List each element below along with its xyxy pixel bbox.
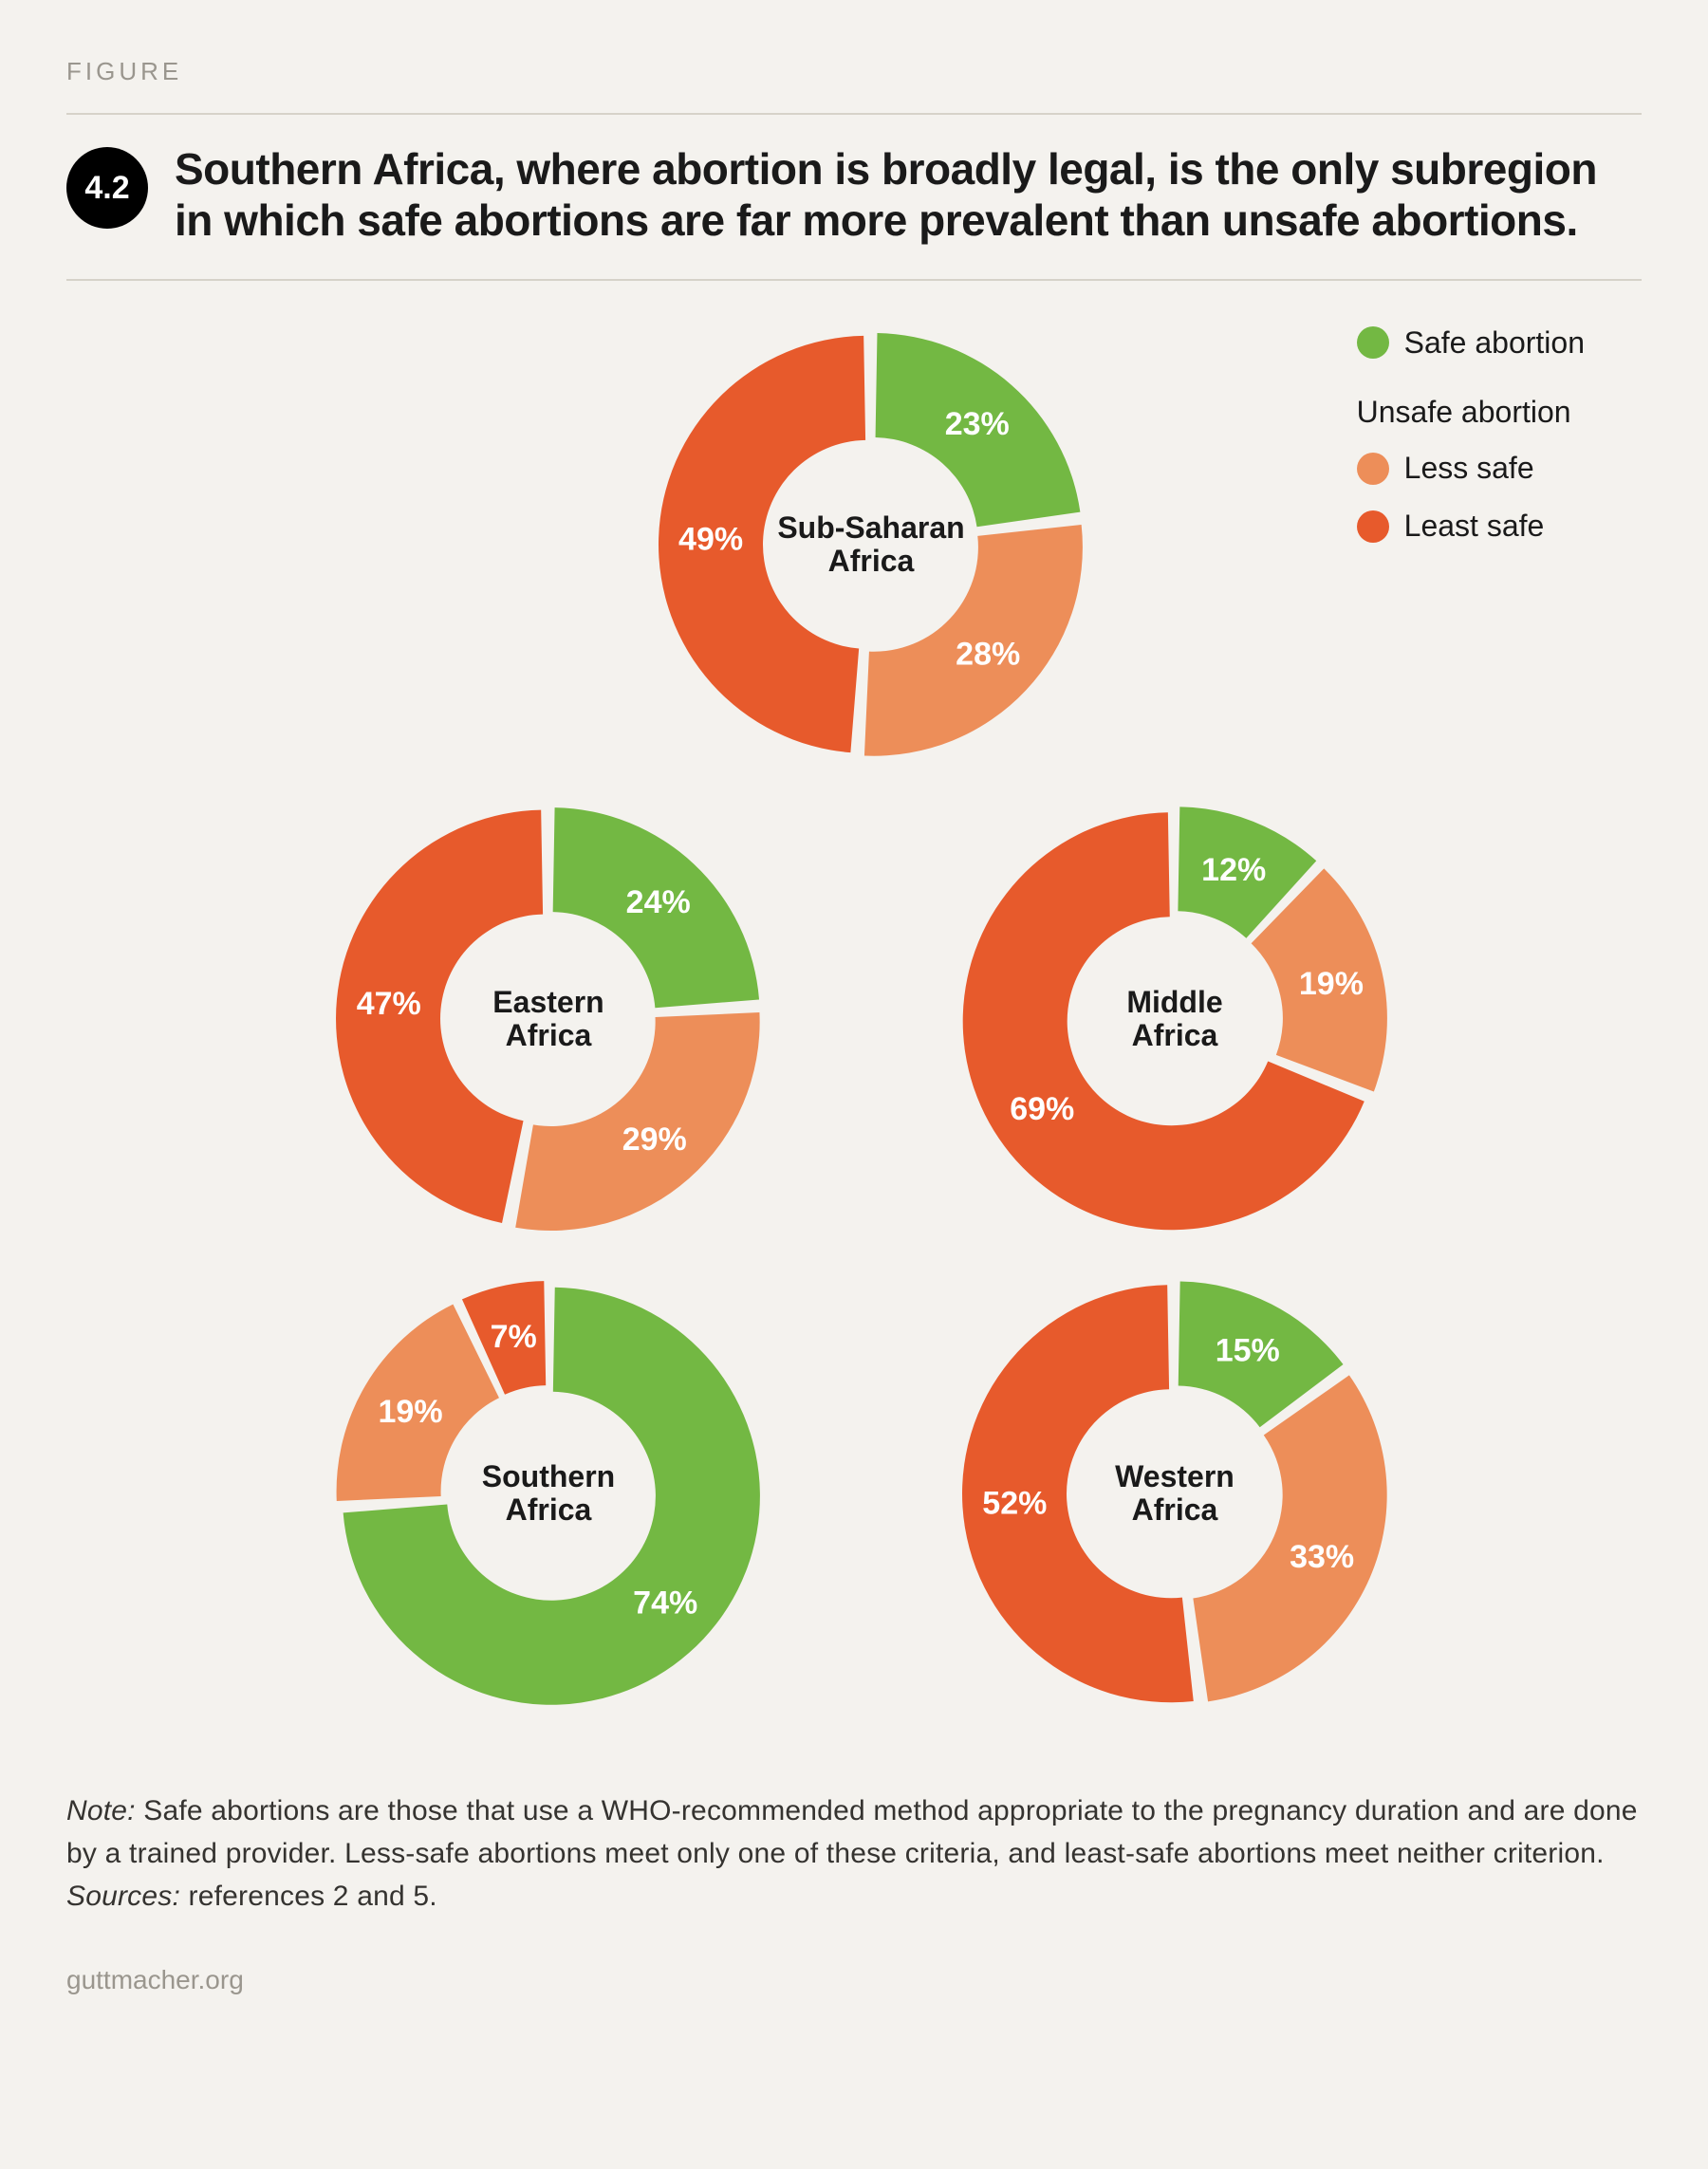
pct-label-safe: 12% — [1201, 851, 1266, 887]
pct-label-less_safe: 19% — [379, 1394, 443, 1430]
figure-title: Southern Africa, where abortion is broad… — [175, 143, 1642, 247]
figure-label: FIGURE — [66, 57, 1642, 86]
chart-area: Safe abortion Unsafe abortion Less safe … — [66, 290, 1642, 1770]
legend-dot-less-safe — [1357, 453, 1389, 485]
pct-label-safe: 23% — [945, 406, 1010, 442]
pct-label-least_safe: 69% — [1010, 1091, 1074, 1127]
donut-eastern: 24% 29% 47% Eastern Africa — [332, 803, 765, 1235]
legend: Safe abortion Unsafe abortion Less safe … — [1357, 319, 1585, 561]
donut-center-label: Eastern Africa — [492, 985, 603, 1051]
pct-label-least_safe: 47% — [357, 986, 421, 1022]
figure-note: Note: Safe abortions are those that use … — [66, 1789, 1642, 1918]
legend-label-safe: Safe abortion — [1404, 319, 1585, 367]
sources-label: Sources: — [66, 1881, 180, 1912]
pct-label-less_safe: 28% — [956, 636, 1020, 672]
pct-label-safe: 74% — [633, 1585, 697, 1621]
donut-center-label: Southern Africa — [482, 1459, 615, 1526]
pct-label-least_safe: 52% — [982, 1485, 1047, 1521]
donut-center-label: Western Africa — [1115, 1459, 1235, 1526]
legend-dot-least-safe — [1357, 510, 1389, 543]
footer-source: guttmacher.org — [66, 1965, 1642, 1995]
pct-label-safe: 24% — [626, 883, 691, 919]
legend-item-safe: Safe abortion — [1357, 319, 1585, 367]
sources-body: references 2 and 5. — [180, 1881, 437, 1912]
figure-number-badge: 4.2 — [66, 147, 148, 229]
pct-label-least_safe: 7% — [491, 1319, 537, 1355]
pct-label-less_safe: 19% — [1299, 966, 1364, 1002]
donut-southern: 74% 19% 7% Southern Africa — [332, 1277, 765, 1710]
donut-center-label: Middle Africa — [1126, 985, 1222, 1051]
legend-item-least-safe: Least safe — [1357, 502, 1585, 550]
rule-under-title — [66, 279, 1642, 281]
legend-label-less-safe: Less safe — [1404, 444, 1534, 492]
pct-label-safe: 15% — [1216, 1332, 1280, 1368]
donut-middle: 12% 19% 69% Middle Africa — [958, 803, 1391, 1235]
donut-western: 15% 33% 52% Western Africa — [958, 1277, 1391, 1710]
pct-label-least_safe: 49% — [678, 521, 743, 557]
note-label: Note: — [66, 1795, 136, 1826]
pct-label-less_safe: 29% — [622, 1121, 687, 1157]
note-body: Safe abortions are those that use a WHO-… — [66, 1795, 1638, 1869]
legend-label-least-safe: Least safe — [1404, 502, 1545, 550]
donut-sub_saharan: 23% 28% 49% Sub-Saharan Africa — [655, 328, 1087, 761]
title-row: 4.2 Southern Africa, where abortion is b… — [66, 115, 1642, 279]
donut-center-label: Sub-Saharan Africa — [777, 510, 964, 577]
pct-label-less_safe: 33% — [1290, 1539, 1354, 1575]
legend-dot-safe — [1357, 326, 1389, 359]
legend-header-unsafe: Unsafe abortion — [1357, 388, 1585, 436]
legend-item-less-safe: Less safe — [1357, 444, 1585, 492]
